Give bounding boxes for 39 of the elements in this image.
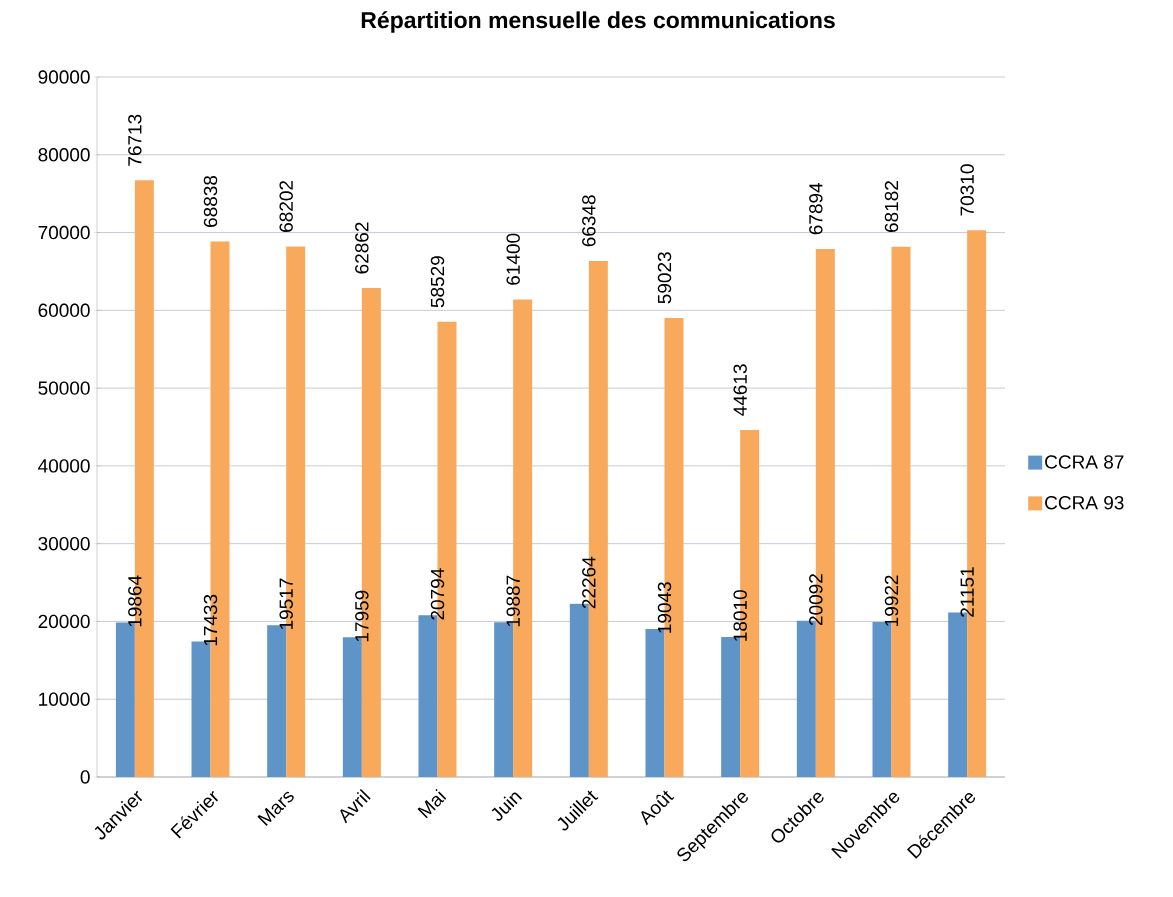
data-label: 68182 xyxy=(884,181,899,233)
y-tick-label: 70000 xyxy=(38,225,90,240)
y-tick-label: 20000 xyxy=(38,614,90,629)
data-label: 44613 xyxy=(733,364,747,416)
data-label: 19043 xyxy=(657,582,672,633)
data-label: 59023 xyxy=(657,252,672,304)
y-tick-label: 40000 xyxy=(38,459,90,473)
legend-label: CCRA 87 xyxy=(1045,455,1124,469)
data-label: 19922 xyxy=(884,575,899,626)
data-label: 66348 xyxy=(582,195,596,247)
data-label: 20794 xyxy=(430,568,445,620)
data-label: 18010 xyxy=(733,590,747,641)
data-label: 20092 xyxy=(809,574,823,626)
data-label: 21151 xyxy=(960,567,974,617)
data-label: 62862 xyxy=(355,222,369,274)
data-label: 17959 xyxy=(355,590,369,642)
x-tick-label: Juin xyxy=(491,792,523,821)
y-tick-label: 50000 xyxy=(38,381,90,395)
data-label: 17433 xyxy=(203,594,218,646)
chart-title: Répartition mensuelle des communications xyxy=(361,11,835,33)
data-label: 58529 xyxy=(430,256,445,308)
data-label: 61400 xyxy=(506,233,520,285)
y-tick-label: 90000 xyxy=(38,70,90,84)
data-label: 67894 xyxy=(809,182,823,235)
data-label: 68838 xyxy=(203,175,218,227)
data-label: 68202 xyxy=(279,180,293,232)
y-tick-label: 30000 xyxy=(38,536,90,551)
data-label: 19887 xyxy=(506,575,520,627)
legend-label: CCRA 93 xyxy=(1045,495,1124,510)
y-tick-label: 0 xyxy=(80,770,90,784)
y-tick-label: 10000 xyxy=(39,692,90,706)
y-tick-label: 60000 xyxy=(38,303,90,318)
data-label: 70310 xyxy=(960,164,974,216)
x-tick-label: Mai xyxy=(417,788,447,819)
y-tick-label: 80000 xyxy=(38,148,90,162)
data-label: 19517 xyxy=(279,578,293,630)
data-label: 76713 xyxy=(128,114,142,166)
data-label: 19864 xyxy=(128,575,142,627)
data-label: 22264 xyxy=(582,556,596,609)
